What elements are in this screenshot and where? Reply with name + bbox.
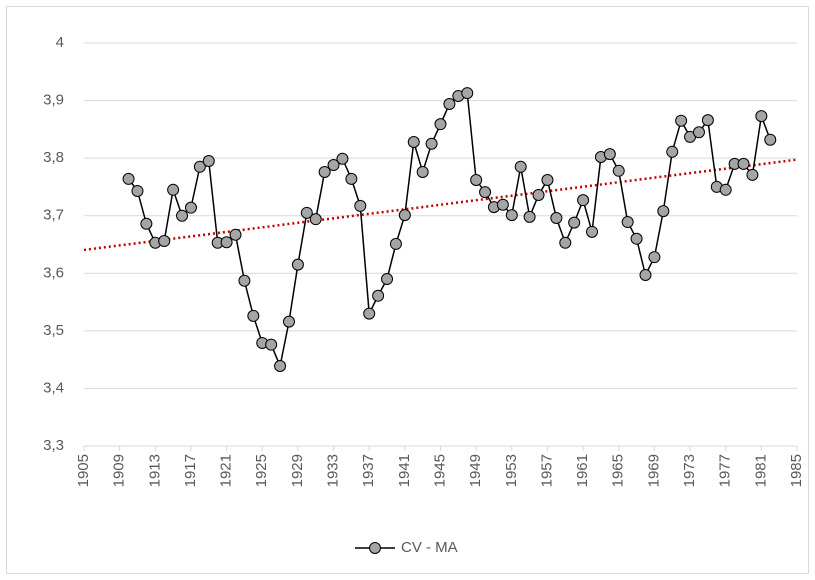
point (568, 216, 581, 229)
y-tick-label: 3,6 (43, 264, 64, 281)
y-tick-label: 3,4 (43, 379, 64, 396)
point (193, 160, 206, 173)
point (318, 165, 331, 178)
x-tick-label: 1949 (467, 454, 484, 487)
point (140, 217, 153, 230)
point (692, 126, 705, 139)
point (282, 315, 295, 328)
point (176, 209, 189, 222)
point (122, 172, 135, 185)
y-tick-label: 4 (56, 34, 64, 51)
point (764, 133, 777, 146)
point (505, 209, 518, 222)
point (354, 199, 367, 212)
point (639, 269, 652, 282)
point (184, 201, 197, 214)
point (586, 225, 599, 238)
point (746, 168, 759, 181)
point (603, 148, 616, 161)
point (345, 172, 358, 185)
x-tick-label: 1973 (681, 454, 698, 487)
point (443, 98, 456, 111)
point (381, 273, 394, 286)
x-tick-label: 1945 (431, 454, 448, 487)
point (666, 145, 679, 158)
point (630, 232, 643, 245)
legend-marker (369, 542, 381, 554)
point (167, 183, 180, 196)
y-tick-label: 3,9 (43, 92, 64, 109)
point (559, 236, 572, 249)
x-tick-label: 1909 (111, 454, 128, 487)
x-tick-label: 1981 (752, 454, 769, 487)
point (158, 235, 171, 248)
point (470, 174, 483, 187)
point (701, 114, 714, 127)
x-tick-label: 1965 (610, 454, 627, 487)
point (300, 206, 313, 219)
point (265, 338, 278, 351)
x-tick-label: 1985 (788, 454, 805, 487)
point (532, 188, 545, 201)
point (309, 213, 322, 226)
x-tick-label: 1905 (75, 454, 92, 487)
point (675, 114, 688, 127)
point (541, 174, 554, 187)
point (229, 228, 242, 241)
x-tick-label: 1977 (717, 454, 734, 487)
point (612, 164, 625, 177)
point (407, 136, 420, 149)
point (550, 212, 563, 225)
point (389, 237, 402, 250)
y-tick-label: 3,8 (43, 149, 64, 166)
x-tick-label: 1913 (146, 454, 163, 487)
y-tick-label: 3,7 (43, 207, 64, 224)
point (755, 110, 768, 123)
x-tick-label: 1917 (182, 454, 199, 487)
point (131, 184, 144, 197)
point (291, 258, 304, 271)
point (336, 152, 349, 165)
point (479, 186, 492, 199)
y-tick-label: 3,3 (43, 437, 64, 454)
point (496, 198, 509, 211)
point (719, 183, 732, 196)
point (247, 309, 260, 322)
point (372, 289, 385, 302)
x-tick-label: 1941 (396, 454, 413, 487)
x-tick-label: 1969 (645, 454, 662, 487)
point (398, 209, 411, 222)
point (363, 307, 376, 320)
point (202, 155, 215, 168)
point (737, 157, 750, 170)
point (657, 205, 670, 218)
point (327, 159, 340, 172)
point (648, 251, 661, 264)
point (238, 274, 251, 287)
x-tick-label: 1925 (253, 454, 270, 487)
x-tick-label: 1957 (538, 454, 555, 487)
point (416, 165, 429, 178)
point (577, 194, 590, 207)
point (514, 160, 527, 173)
x-tick-label: 1929 (289, 454, 306, 487)
x-tick-label: 1933 (325, 454, 342, 487)
point (461, 87, 474, 100)
x-tick-label: 1953 (503, 454, 520, 487)
y-tick-label: 3,5 (43, 322, 64, 339)
point (274, 359, 287, 372)
x-tick-label: 1961 (574, 454, 591, 487)
chart-frame (6, 6, 809, 574)
point (220, 236, 233, 249)
point (523, 210, 536, 223)
x-tick-label: 1921 (218, 454, 235, 487)
legend-label: CV - MA (401, 539, 458, 556)
point (434, 118, 447, 131)
point (621, 216, 634, 229)
point (425, 137, 438, 150)
x-tick-label: 1937 (360, 454, 377, 487)
